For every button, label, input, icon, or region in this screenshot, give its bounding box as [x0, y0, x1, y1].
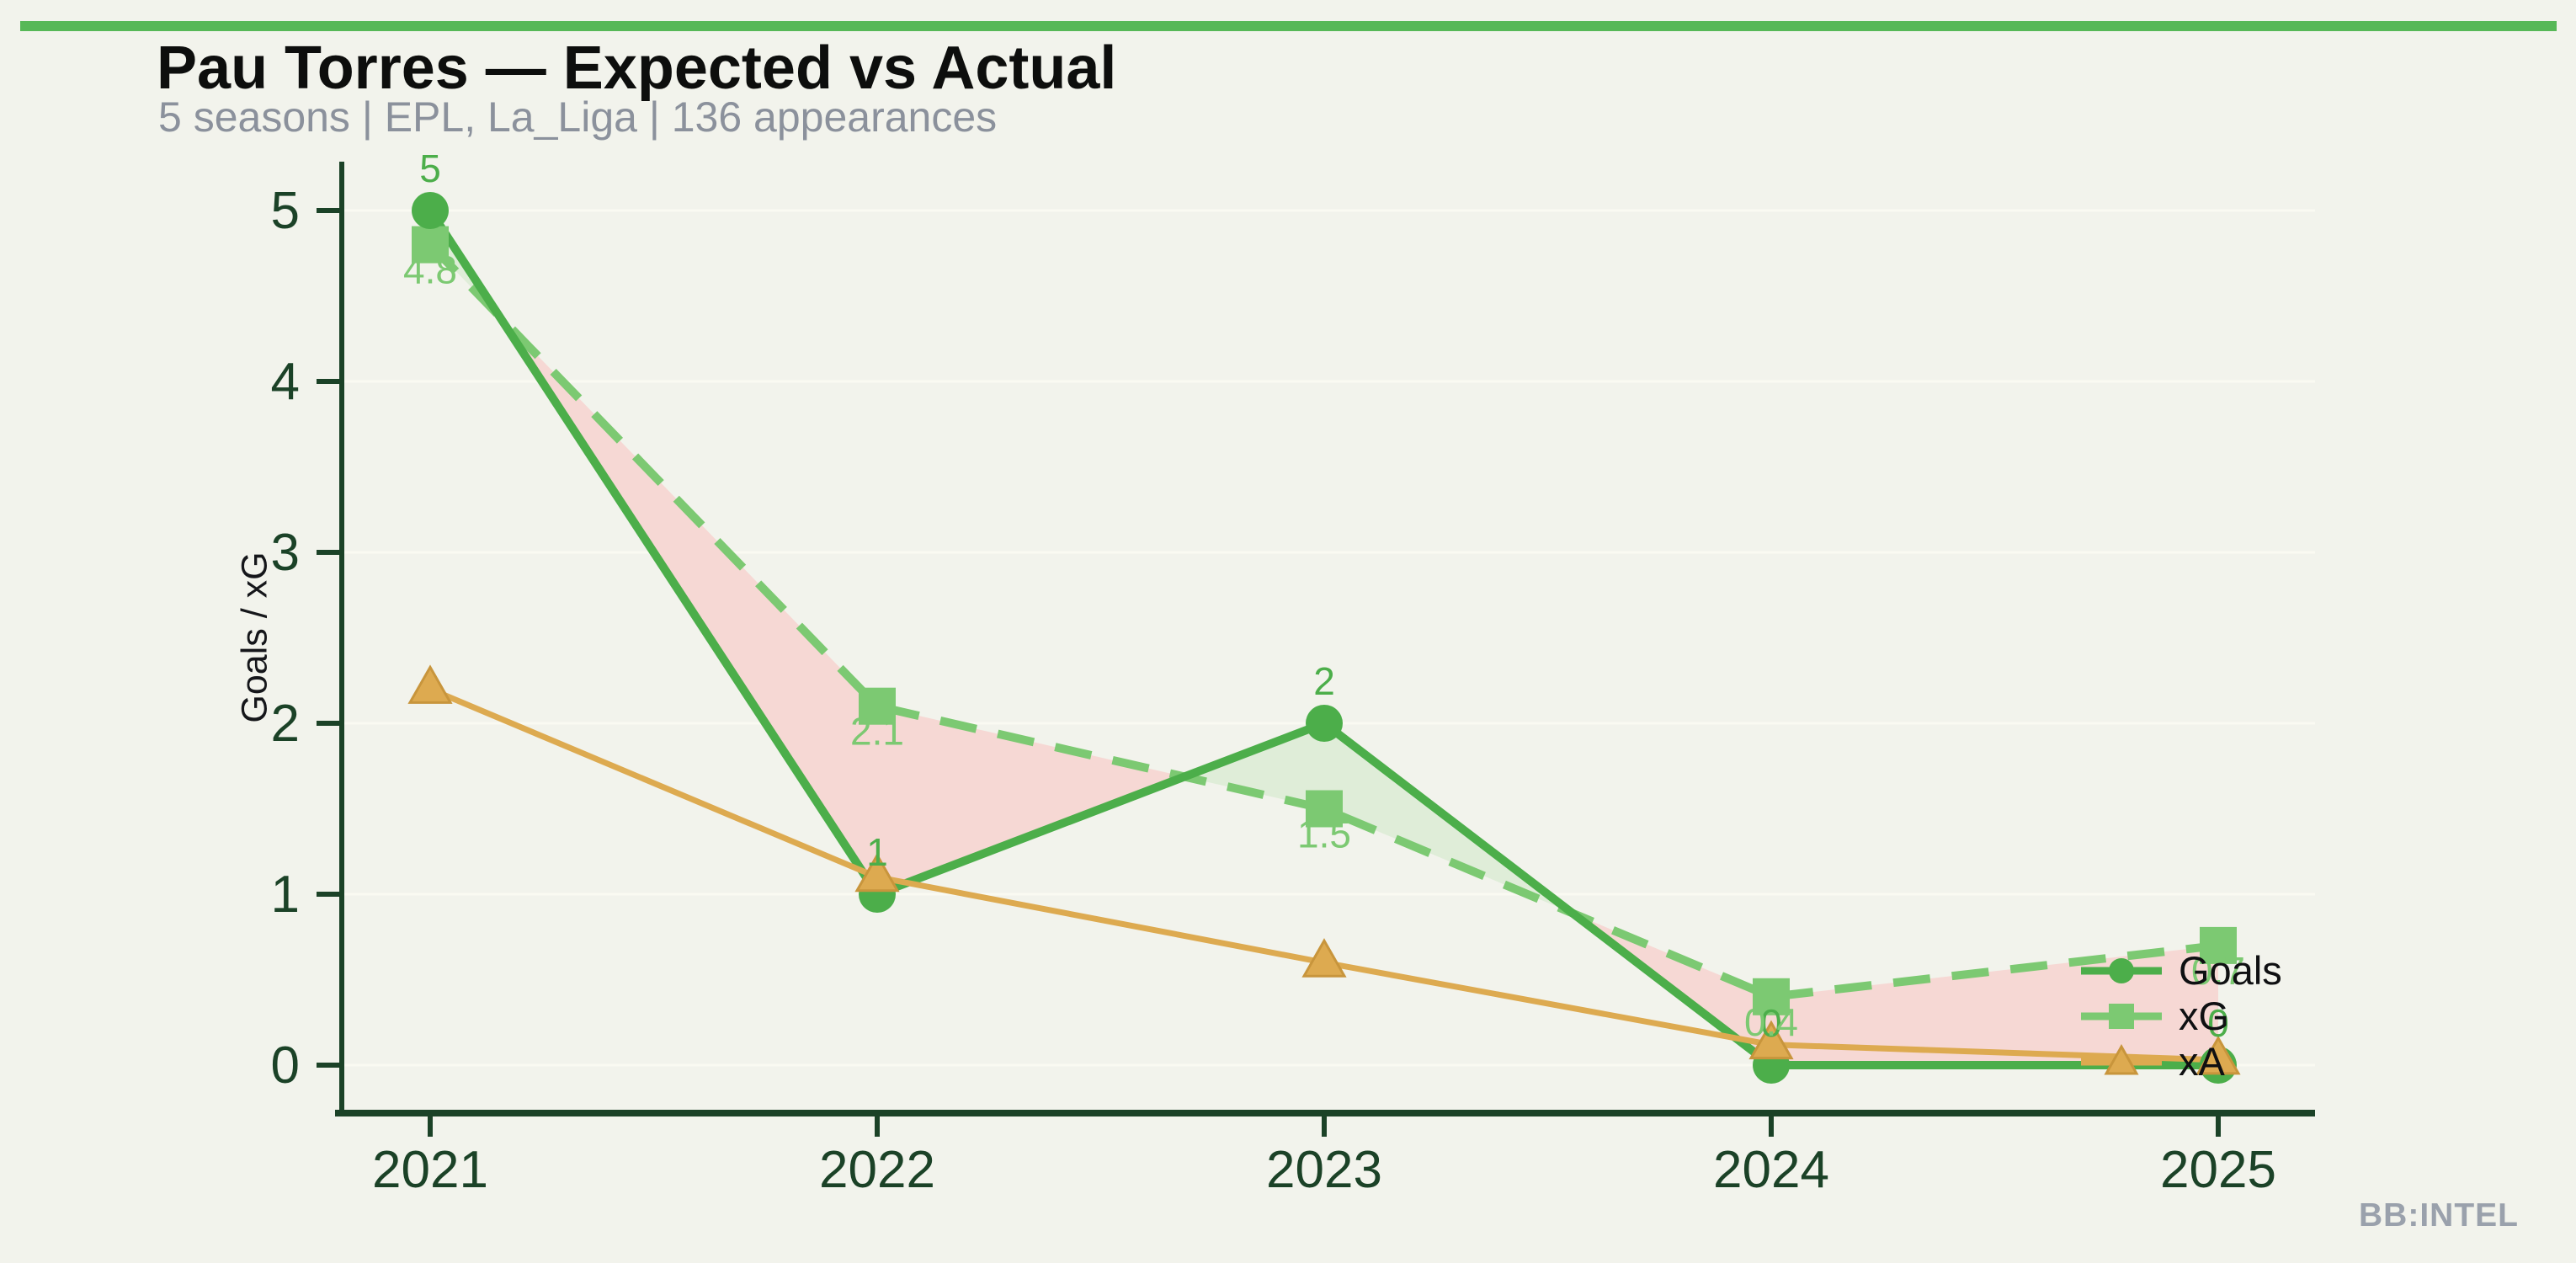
- xa-line-icon: [2081, 1043, 2162, 1075]
- svg-text:0: 0: [2207, 1001, 2229, 1045]
- legend-item-xg: xG: [2078, 994, 2282, 1039]
- svg-text:2025: 2025: [2160, 1141, 2276, 1199]
- svg-text:3: 3: [271, 524, 300, 582]
- svg-text:5: 5: [419, 147, 441, 190]
- svg-text:4: 4: [271, 353, 300, 411]
- svg-text:2: 2: [1313, 659, 1335, 703]
- svg-text:2023: 2023: [1266, 1141, 1382, 1199]
- page-title: Pau Torres — Expected vs Actual: [157, 35, 1117, 102]
- page-subtitle: 5 seasons | EPL, La_Liga | 136 appearanc…: [158, 93, 998, 141]
- svg-text:2: 2: [271, 695, 300, 753]
- svg-text:0: 0: [1760, 1001, 1782, 1045]
- svg-text:0.4: 0.4: [1744, 1000, 1798, 1044]
- legend-item-goals: Goals: [2078, 948, 2282, 994]
- accent-bar: [20, 21, 2557, 31]
- svg-text:2021: 2021: [372, 1141, 488, 1199]
- legend-item-xa: xA: [2078, 1039, 2282, 1084]
- watermark: BB:INTEL: [2359, 1197, 2519, 1234]
- legend-label-xa: xA: [2179, 1039, 2225, 1084]
- svg-text:2022: 2022: [819, 1141, 935, 1199]
- xg-line-icon: [2081, 1004, 2162, 1029]
- svg-text:1: 1: [271, 866, 300, 924]
- svg-text:1: 1: [866, 830, 888, 874]
- svg-text:4.8: 4.8: [403, 248, 457, 292]
- legend-label-xg: xG: [2179, 994, 2230, 1038]
- goals-line-icon: [2081, 958, 2162, 983]
- svg-text:0.7: 0.7: [2191, 949, 2245, 993]
- svg-text:1.5: 1.5: [1297, 813, 1351, 856]
- legend-label-goals: Goals: [2179, 948, 2282, 993]
- svg-text:2.1: 2.1: [850, 710, 904, 754]
- legend: Goals xG xA: [2078, 948, 2282, 1084]
- svg-text:2024: 2024: [1713, 1141, 1829, 1199]
- svg-text:0: 0: [271, 1037, 300, 1095]
- svg-text:5: 5: [271, 182, 300, 240]
